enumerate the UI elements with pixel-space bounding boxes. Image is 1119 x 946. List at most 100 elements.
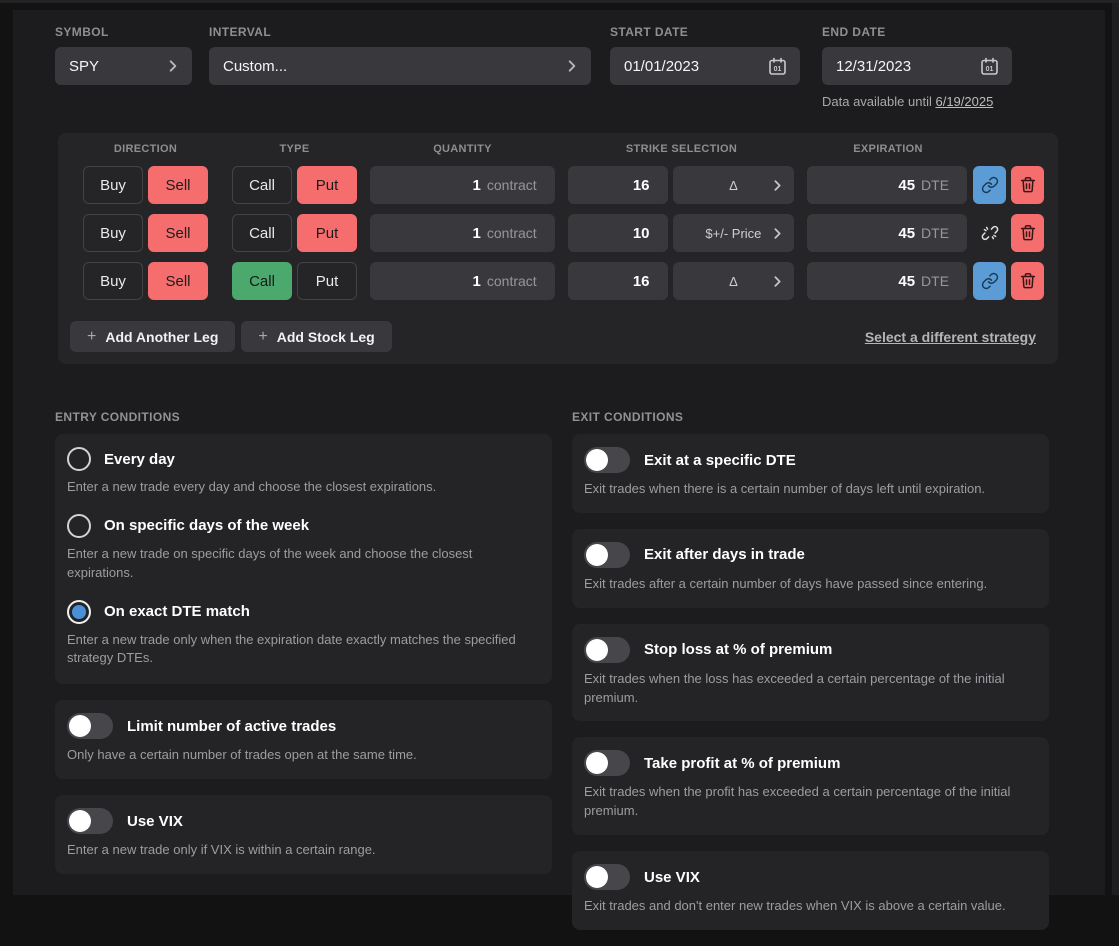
- radio-description: Enter a new trade on specific days of th…: [67, 545, 536, 583]
- delete-leg-button[interactable]: [1011, 262, 1044, 300]
- put-button[interactable]: Put: [297, 262, 357, 300]
- data-available-note: Data available until 6/19/2025: [822, 94, 1012, 109]
- strike-mode-dropdown[interactable]: Δ: [673, 166, 795, 204]
- put-button[interactable]: Put: [297, 166, 357, 204]
- exit-conditions-column: EXIT CONDITIONS Exit at a specific DTE E…: [572, 410, 1049, 946]
- interval-select[interactable]: Custom...: [209, 47, 591, 85]
- start-date-input[interactable]: 01/01/2023: [610, 47, 800, 85]
- start-date-value: 01/01/2023: [624, 58, 699, 75]
- expiration-input[interactable]: 45 DTE: [807, 166, 967, 204]
- toggle-label: Exit at a specific DTE: [644, 452, 796, 469]
- link-slot: [973, 262, 1006, 300]
- buy-button[interactable]: Buy: [83, 214, 143, 252]
- calendar-icon[interactable]: [979, 56, 1000, 77]
- plus-icon: +: [258, 328, 267, 346]
- radio-option-specific-days[interactable]: On specific days of the week Enter a new…: [67, 514, 536, 583]
- strike-input[interactable]: 10: [568, 214, 668, 252]
- chevron-right-icon: [771, 227, 784, 240]
- expiration-input[interactable]: 45 DTE: [807, 262, 967, 300]
- link-legs-button[interactable]: [973, 166, 1006, 204]
- radio-description: Enter a new trade every day and choose t…: [67, 478, 536, 497]
- strike-input[interactable]: 16: [568, 166, 668, 204]
- direction-segment: Buy Sell: [83, 214, 208, 252]
- strike-mode-dropdown[interactable]: $+/- Price: [673, 214, 795, 252]
- entry-use-vix-card: Use VIX Enter a new trade only if VIX is…: [55, 795, 552, 874]
- take-profit-card: Take profit at % of premium Exit trades …: [572, 737, 1049, 835]
- interval-value: Custom...: [223, 58, 287, 75]
- strike-mode-dropdown[interactable]: Δ: [673, 262, 795, 300]
- add-stock-leg-button[interactable]: + Add Stock Leg: [241, 321, 391, 352]
- quantity-input[interactable]: 1 contract: [370, 214, 555, 252]
- delete-leg-button[interactable]: [1011, 214, 1044, 252]
- stop-loss-toggle[interactable]: [584, 637, 630, 663]
- end-date-input[interactable]: 12/31/2023: [822, 47, 1012, 85]
- unlink-icon: [981, 224, 999, 242]
- expiration-value: 45: [898, 225, 915, 242]
- unlink-legs-button[interactable]: [973, 214, 1006, 252]
- radio-option-exact-dte[interactable]: On exact DTE match Enter a new trade onl…: [67, 600, 536, 669]
- delete-leg-button[interactable]: [1011, 166, 1044, 204]
- entry-use-vix-toggle[interactable]: [67, 808, 113, 834]
- exit-specific-dte-toggle[interactable]: [584, 447, 630, 473]
- strike-mode-value: Δ: [729, 274, 738, 289]
- symbol-select[interactable]: SPY: [55, 47, 192, 85]
- link-slot: [973, 214, 1006, 252]
- toggle-description: Exit trades and don't enter new trades w…: [584, 897, 1033, 916]
- dte-unit: DTE: [921, 177, 949, 193]
- link-legs-button[interactable]: [973, 262, 1006, 300]
- scrollbar-track[interactable]: [1112, 3, 1119, 895]
- take-profit-toggle[interactable]: [584, 750, 630, 776]
- radio-description: Enter a new trade only when the expirati…: [67, 631, 536, 669]
- expiration-value: 45: [898, 273, 915, 290]
- select-different-strategy-link[interactable]: Select a different strategy: [865, 329, 1036, 345]
- sell-button[interactable]: Sell: [148, 166, 208, 204]
- start-date-label: START DATE: [610, 25, 800, 39]
- leg-row: Buy Sell Call Put 1 contract 10 $+/- Pri…: [70, 214, 1044, 252]
- buy-button[interactable]: Buy: [83, 262, 143, 300]
- toggle-knob: [586, 544, 608, 566]
- exit-specific-dte-card: Exit at a specific DTE Exit trades when …: [572, 434, 1049, 513]
- radio-icon[interactable]: [67, 514, 91, 538]
- quantity-input[interactable]: 1 contract: [370, 262, 555, 300]
- toggle-description: Exit trades when the profit has exceeded…: [584, 783, 1033, 821]
- expiration-input[interactable]: 45 DTE: [807, 214, 967, 252]
- start-date-group: START DATE 01/01/2023: [610, 25, 800, 85]
- put-button[interactable]: Put: [297, 214, 357, 252]
- type-header: TYPE: [232, 143, 357, 155]
- call-button[interactable]: Call: [232, 262, 292, 300]
- sell-button[interactable]: Sell: [148, 214, 208, 252]
- radio-icon[interactable]: [67, 447, 91, 471]
- exit-use-vix-toggle[interactable]: [584, 864, 630, 890]
- sell-button[interactable]: Sell: [148, 262, 208, 300]
- radio-icon[interactable]: [67, 600, 91, 624]
- toggle-label: Take profit at % of premium: [644, 755, 840, 772]
- chevron-right-icon: [771, 275, 784, 288]
- quantity-value: 1: [473, 273, 481, 290]
- interval-group: INTERVAL Custom...: [209, 25, 591, 85]
- buy-button[interactable]: Buy: [83, 166, 143, 204]
- data-available-date-link[interactable]: 6/19/2025: [935, 94, 993, 109]
- direction-header: DIRECTION: [83, 143, 208, 155]
- chevron-right-icon: [565, 59, 579, 73]
- quantity-unit: contract: [487, 273, 537, 289]
- strike-input[interactable]: 16: [568, 262, 668, 300]
- symbol-label: SYMBOL: [55, 25, 192, 39]
- quantity-input[interactable]: 1 contract: [370, 166, 555, 204]
- quantity-unit: contract: [487, 225, 537, 241]
- legs-card: DIRECTION TYPE QUANTITY STRIKE SELECTION…: [58, 133, 1058, 364]
- strike-mode-value: $+/- Price: [705, 226, 761, 241]
- toggle-knob: [586, 752, 608, 774]
- leg-row: Buy Sell Call Put 1 contract 16 Δ 45 DTE: [70, 262, 1044, 300]
- radio-option-every-day[interactable]: Every day Enter a new trade every day an…: [67, 447, 536, 497]
- toggle-label: Use VIX: [644, 869, 700, 886]
- limit-active-trades-toggle[interactable]: [67, 713, 113, 739]
- chevron-right-icon: [771, 179, 784, 192]
- add-another-leg-button[interactable]: + Add Another Leg: [70, 321, 235, 352]
- conditions-section: ENTRY CONDITIONS Every day Enter a new t…: [55, 410, 1058, 946]
- call-button[interactable]: Call: [232, 166, 292, 204]
- type-segment: Call Put: [232, 166, 357, 204]
- exit-days-in-trade-toggle[interactable]: [584, 542, 630, 568]
- link-icon: [981, 176, 999, 194]
- call-button[interactable]: Call: [232, 214, 292, 252]
- calendar-icon[interactable]: [767, 56, 788, 77]
